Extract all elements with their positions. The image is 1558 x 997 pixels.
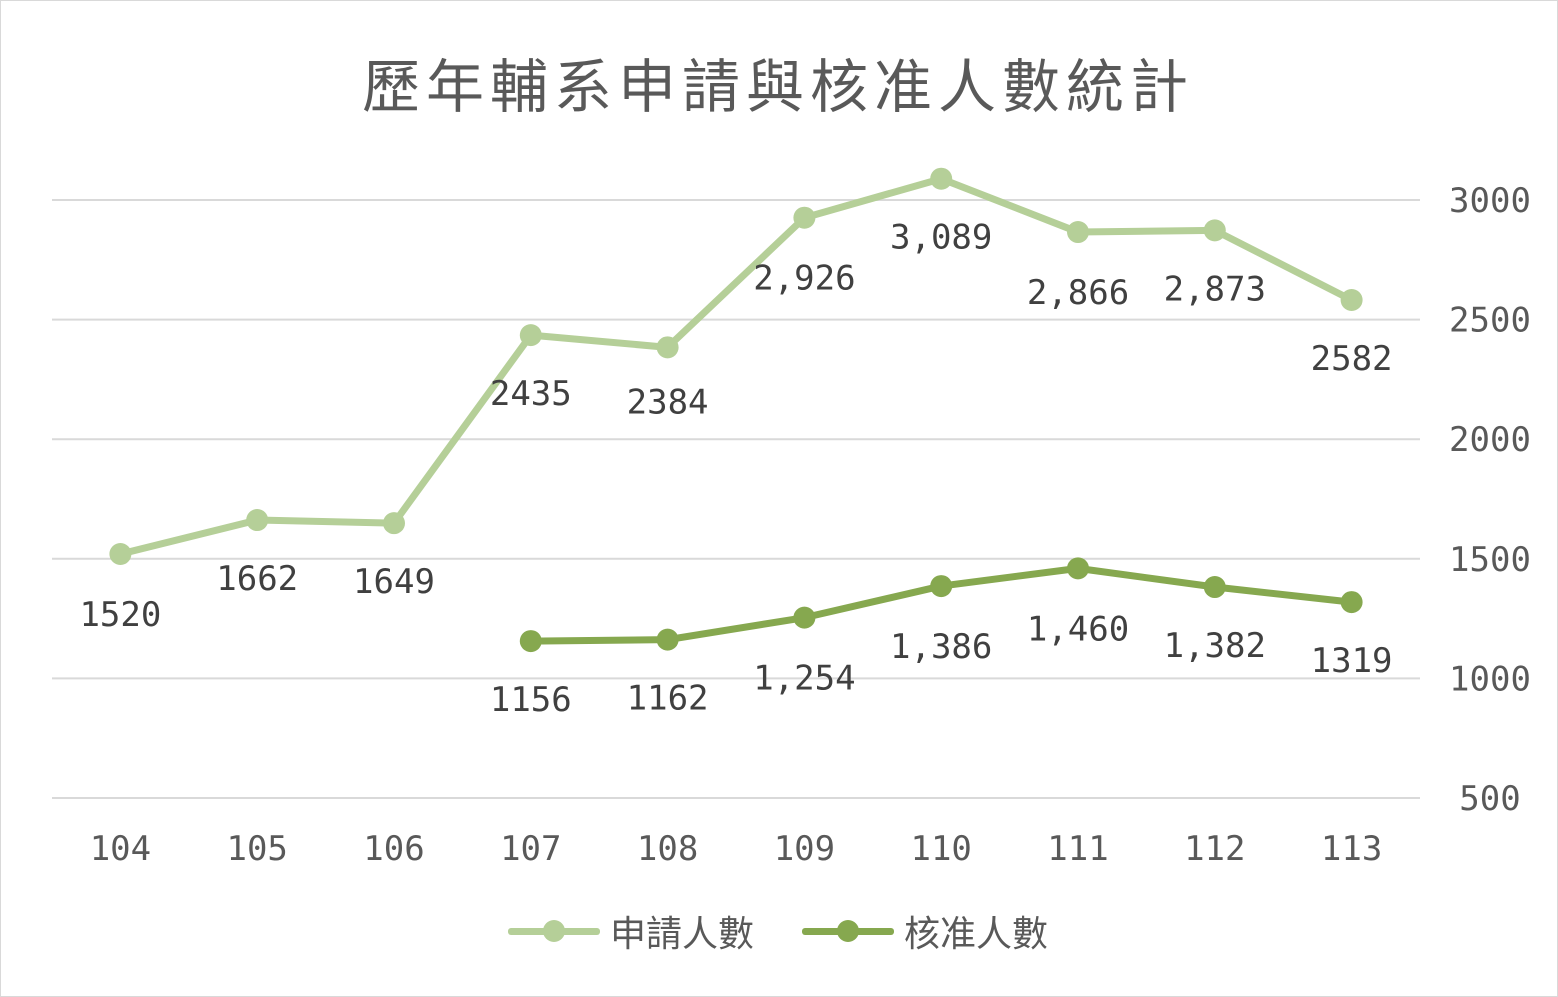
data-label: 2384 — [627, 382, 709, 422]
data-point — [109, 543, 132, 566]
data-label: 1,254 — [753, 659, 855, 699]
data-label: 2,873 — [1164, 269, 1266, 309]
data-label: 2582 — [1311, 339, 1393, 379]
data-label: 1156 — [490, 680, 572, 720]
data-point — [930, 575, 953, 598]
data-label: 1649 — [353, 562, 435, 602]
data-point — [930, 167, 953, 190]
data-point — [246, 509, 269, 532]
y-tick-label: 3000 — [1449, 181, 1531, 221]
data-label: 1,386 — [890, 627, 992, 667]
data-point — [1340, 288, 1363, 311]
x-tick-label: 107 — [500, 829, 561, 869]
data-point — [1203, 576, 1226, 599]
data-label: 1520 — [79, 595, 161, 635]
y-tick-label: 2000 — [1449, 420, 1531, 460]
legend-swatch-approved — [802, 920, 894, 942]
series-line-0 — [116, 175, 1356, 558]
data-point — [793, 206, 816, 229]
data-point — [793, 606, 816, 629]
chart-legend: 申請人數 核准人數 — [0, 905, 1556, 957]
y-tick-label: 1500 — [1449, 540, 1531, 580]
data-point — [519, 324, 542, 347]
data-label: 3,089 — [890, 218, 992, 258]
data-point — [656, 336, 679, 359]
data-point — [1067, 557, 1089, 580]
y-tick-label: 500 — [1459, 779, 1520, 819]
legend-swatch-applicants — [507, 920, 600, 942]
x-tick-label: 106 — [363, 829, 424, 869]
x-tick-label: 113 — [1321, 829, 1382, 869]
data-label: 2,866 — [1027, 273, 1129, 313]
x-tick-label: 109 — [774, 829, 835, 869]
x-tick-label: 110 — [910, 829, 971, 869]
data-label: 1,460 — [1027, 609, 1129, 649]
chart-title: 歷年輔系申請與核准人數統計 — [361, 53, 1194, 121]
legend-label-approved: 核准人數 — [904, 914, 1049, 955]
data-label: 1,382 — [1164, 626, 1266, 666]
data-point — [1067, 221, 1089, 244]
x-tick-label: 112 — [1184, 829, 1245, 869]
legend-label-applicants: 申請人數 — [609, 914, 754, 955]
data-label: 1319 — [1311, 641, 1393, 681]
data-label: 2435 — [490, 374, 572, 414]
legend-item-applicants: 申請人數 — [507, 905, 754, 957]
y-tick-label: 1000 — [1449, 659, 1531, 699]
data-label: 1662 — [216, 559, 298, 599]
data-point — [1340, 591, 1363, 614]
y-tick-label: 2500 — [1449, 301, 1531, 341]
legend-item-approved: 核准人數 — [802, 905, 1048, 957]
data-point — [383, 512, 405, 535]
x-tick-label: 108 — [637, 829, 698, 869]
x-tick-label: 105 — [226, 829, 287, 869]
data-point — [519, 630, 542, 653]
data-point — [1203, 219, 1226, 242]
data-point — [656, 628, 679, 651]
x-tick-label: 104 — [90, 829, 151, 869]
x-tick-label: 111 — [1047, 829, 1108, 869]
data-label: 1162 — [627, 679, 709, 719]
data-label: 2,926 — [753, 259, 855, 299]
